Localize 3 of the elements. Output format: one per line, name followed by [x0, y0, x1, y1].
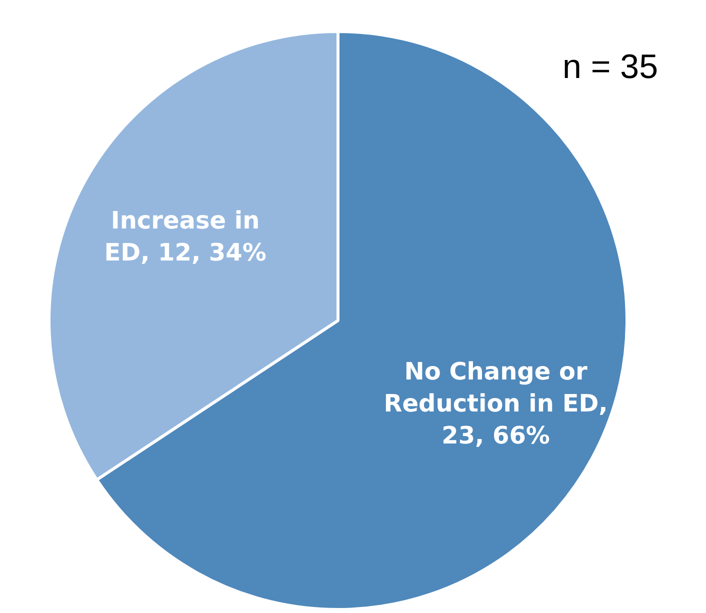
- text: n = 35: [562, 48, 658, 87]
- slice-label: Increase in ED, 12, 34%: [104, 206, 266, 267]
- slice-label: No Change or Reduction in ED, 23, 66%: [384, 358, 608, 450]
